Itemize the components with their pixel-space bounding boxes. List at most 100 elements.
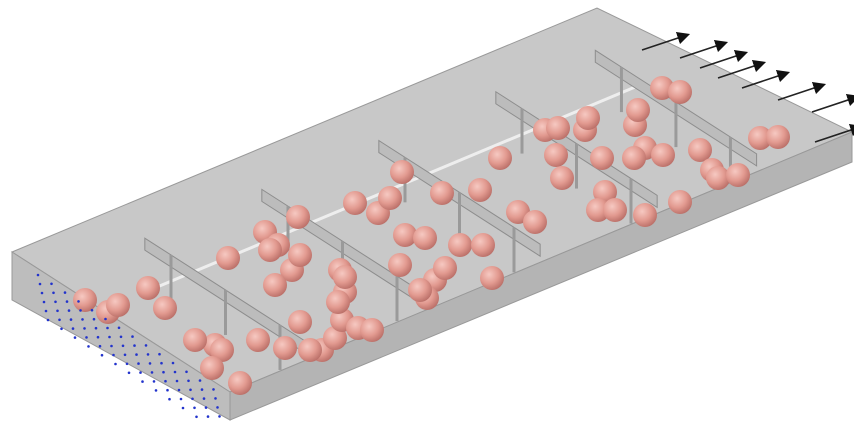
inlet-point bbox=[117, 326, 121, 330]
particle bbox=[200, 356, 224, 380]
particle bbox=[590, 146, 614, 170]
particle bbox=[246, 328, 270, 352]
outlet-arrows bbox=[641, 31, 854, 143]
inlet-markers bbox=[36, 273, 221, 419]
inlet-point bbox=[214, 397, 217, 400]
inlet-point bbox=[127, 371, 131, 375]
inlet-point bbox=[177, 388, 181, 392]
inlet-point bbox=[135, 353, 138, 356]
particle bbox=[183, 328, 207, 352]
inlet-point bbox=[50, 282, 53, 286]
particle bbox=[726, 163, 750, 187]
inlet-point bbox=[100, 353, 104, 357]
particle bbox=[603, 198, 627, 222]
particle bbox=[706, 166, 730, 190]
particle bbox=[286, 205, 310, 229]
inlet-point bbox=[56, 309, 59, 313]
inlet-point bbox=[150, 371, 154, 374]
inlet-point bbox=[119, 335, 123, 339]
arrow bbox=[811, 93, 854, 113]
inlet-point bbox=[133, 344, 136, 347]
particle bbox=[73, 288, 97, 312]
particle bbox=[323, 326, 347, 350]
particle bbox=[633, 203, 657, 227]
inlet-point bbox=[83, 327, 86, 330]
arrow bbox=[679, 39, 729, 59]
inlet-point bbox=[173, 370, 177, 374]
particle bbox=[430, 181, 454, 205]
particle bbox=[388, 253, 412, 277]
inlet-point bbox=[87, 345, 90, 348]
inlet-point bbox=[52, 291, 55, 295]
inlet-point bbox=[114, 362, 117, 366]
arrow bbox=[699, 49, 749, 69]
particle bbox=[480, 266, 504, 290]
particle bbox=[766, 125, 790, 149]
inlet-point bbox=[218, 415, 221, 418]
particle bbox=[333, 265, 357, 289]
particle bbox=[298, 338, 322, 362]
particle bbox=[433, 256, 457, 280]
particle bbox=[326, 290, 350, 314]
particle bbox=[228, 371, 252, 395]
inlet-point bbox=[63, 291, 67, 294]
particle bbox=[622, 146, 646, 170]
inlet-point bbox=[67, 309, 71, 312]
particle bbox=[216, 246, 240, 270]
inlet-point bbox=[202, 397, 206, 400]
inlet-point bbox=[112, 353, 115, 357]
inlet-point bbox=[206, 415, 210, 418]
inlet-point bbox=[175, 379, 179, 383]
inlet-point bbox=[185, 370, 188, 374]
spheres bbox=[73, 76, 790, 395]
particle bbox=[378, 186, 402, 210]
inlet-point bbox=[212, 388, 215, 391]
particle bbox=[626, 98, 650, 122]
inlet-point bbox=[166, 388, 169, 392]
particle bbox=[468, 178, 492, 202]
inlet-point bbox=[94, 326, 98, 330]
particle bbox=[210, 338, 234, 362]
inlet-point bbox=[204, 406, 208, 409]
particle bbox=[586, 198, 610, 222]
inlet-point bbox=[162, 370, 165, 374]
arrow bbox=[777, 81, 827, 101]
particle bbox=[408, 278, 432, 302]
inlet-point bbox=[195, 415, 198, 419]
arrow bbox=[717, 59, 767, 79]
inlet-point bbox=[92, 317, 96, 321]
inlet-point bbox=[193, 406, 196, 410]
inlet-point bbox=[187, 379, 190, 383]
inlet-point bbox=[96, 335, 100, 339]
particle bbox=[343, 191, 367, 215]
inlet-point bbox=[160, 361, 163, 365]
arrow bbox=[641, 31, 691, 51]
inlet-point bbox=[65, 300, 69, 303]
arrow bbox=[814, 123, 854, 143]
inlet-point bbox=[40, 291, 44, 295]
particle bbox=[288, 243, 312, 267]
particle bbox=[523, 210, 547, 234]
inlet-point bbox=[54, 300, 57, 304]
inlet-point bbox=[158, 352, 161, 356]
inlet-point bbox=[42, 300, 46, 304]
particle bbox=[258, 238, 282, 262]
particle bbox=[748, 126, 772, 150]
particle bbox=[650, 76, 674, 100]
particle bbox=[688, 138, 712, 162]
particle bbox=[136, 276, 160, 300]
inlet-point bbox=[46, 318, 50, 322]
particle bbox=[263, 273, 287, 297]
inlet-point bbox=[98, 344, 102, 348]
inlet-point bbox=[121, 344, 125, 348]
particle bbox=[393, 223, 417, 247]
particle bbox=[413, 226, 437, 250]
inlet-point bbox=[168, 397, 171, 401]
inlet-point bbox=[44, 309, 48, 313]
inlet-point bbox=[60, 327, 63, 331]
inlet-point bbox=[137, 362, 140, 365]
inlet-point bbox=[36, 273, 40, 277]
particle bbox=[448, 233, 472, 257]
inlet-point bbox=[85, 336, 88, 339]
inlet-point bbox=[125, 362, 129, 366]
